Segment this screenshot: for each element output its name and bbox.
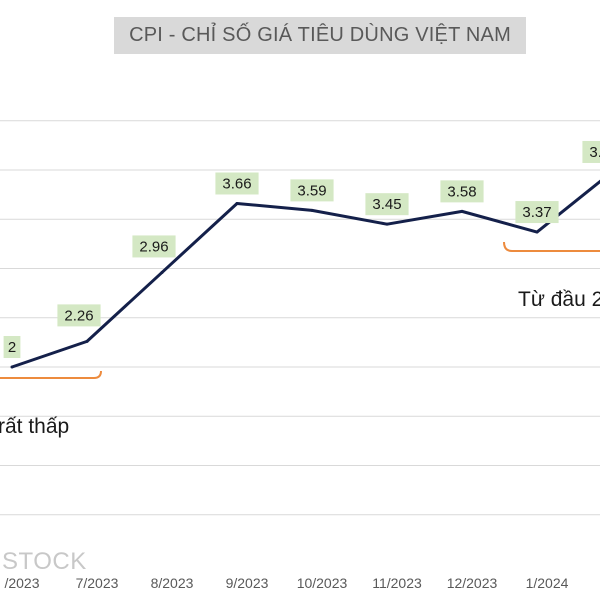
data-label: 3.98 <box>582 140 600 163</box>
bracket-left <box>0 370 102 379</box>
x-tick-label: 11/2023 <box>372 575 422 591</box>
watermark: STOCK <box>2 548 87 575</box>
x-tick-label: 7/2023 <box>76 575 119 591</box>
data-point <box>235 201 239 205</box>
data-label: 3.58 <box>440 180 484 203</box>
svg-text:2: 2 <box>8 339 16 356</box>
x-tick-label: 8/2023 <box>151 575 194 591</box>
svg-text:3.59: 3.59 <box>297 182 326 199</box>
data-label: 3.66 <box>215 172 259 195</box>
data-label: 3.45 <box>365 193 409 216</box>
x-tick-label: 1/2024 <box>526 575 569 591</box>
data-label: 3.59 <box>290 179 334 202</box>
gridlines <box>0 120 600 516</box>
data-point <box>10 365 14 369</box>
x-tick-label: /2023 <box>4 575 39 591</box>
data-point <box>160 270 164 274</box>
annotation-brackets <box>0 241 600 379</box>
data-point <box>460 209 464 213</box>
annotation-left: rất thấp <box>0 415 70 438</box>
svg-text:3.45: 3.45 <box>372 196 401 213</box>
svg-text:3.37: 3.37 <box>522 204 551 221</box>
data-points <box>10 201 539 369</box>
data-label: 2.26 <box>57 304 101 327</box>
bracket-right <box>503 241 600 252</box>
data-label: 3.37 <box>515 201 559 224</box>
x-tick-label: 9/2023 <box>226 575 269 591</box>
chart-title: CPI - CHỈ SỐ GIÁ TIÊU DÙNG VIỆT NAM <box>114 17 526 54</box>
svg-text:3.98: 3.98 <box>589 144 600 161</box>
data-label: 2.96 <box>132 235 176 258</box>
data-label: 2 <box>3 336 21 358</box>
data-point <box>85 339 89 343</box>
data-labels: 2 2.26 2.96 3.66 3.59 3.45 3.58 3.37 3.98 <box>3 140 600 358</box>
svg-text:3.66: 3.66 <box>222 175 251 192</box>
data-point <box>535 230 539 234</box>
annotation-right: Từ đầu 20 <box>518 288 600 311</box>
x-axis-ticks: /2023 7/2023 8/2023 9/2023 10/2023 11/2023 12/… <box>4 575 569 591</box>
svg-text:2.26: 2.26 <box>64 307 93 324</box>
data-point <box>385 222 389 226</box>
x-tick-label: 12/2023 <box>447 575 498 591</box>
svg-text:3.58: 3.58 <box>447 183 476 200</box>
series-line <box>11 170 600 369</box>
x-tick-label: 10/2023 <box>297 575 348 591</box>
svg-text:2.96: 2.96 <box>139 238 168 255</box>
data-point <box>310 208 314 212</box>
